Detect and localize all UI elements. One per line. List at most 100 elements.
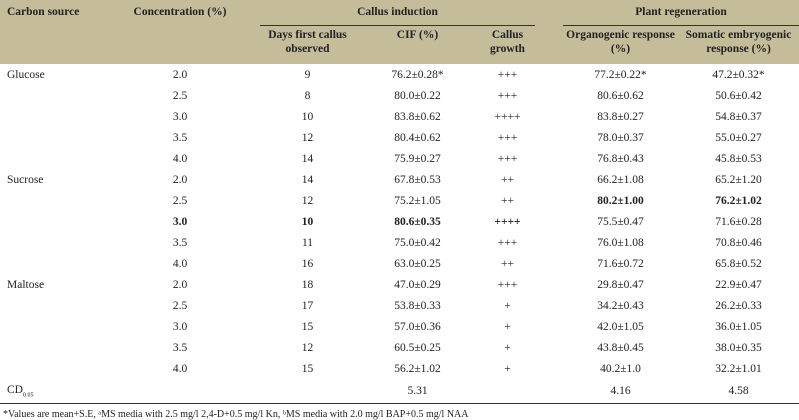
- cell-conc: 3.5: [172, 131, 188, 144]
- cell-org: 77.2±0.22*: [594, 68, 647, 81]
- cell-cif: 75.9±0.27: [394, 152, 441, 165]
- cell-som: 54.8±0.37: [715, 110, 762, 123]
- cell-som: 47.2±0.32*: [712, 68, 765, 81]
- cell-days: 12: [301, 341, 314, 354]
- header-concentration: Concentration (%): [100, 0, 260, 64]
- cd-som: 4.58: [678, 379, 799, 404]
- cell-cif: 60.5±0.25: [394, 341, 441, 354]
- cell-cif: 53.8±0.33: [394, 299, 441, 312]
- cd-row: CD0.05 5.31 4.16 4.58: [0, 379, 799, 404]
- cell-org: 76.0±1.08: [597, 236, 644, 249]
- header-callus-induction: Callus induction: [260, 0, 535, 26]
- table-row: Sucrose 2.0 14 67.8±0.53 ++ 66.2±1.08 65.2±1.2…: [0, 169, 799, 190]
- cell-source: Glucose: [7, 68, 45, 81]
- cell-days: 17: [301, 299, 314, 312]
- cell-org: 80.6±0.62: [597, 89, 644, 102]
- cell-growth: +++: [497, 236, 518, 249]
- cell-org: 76.8±0.43: [597, 152, 644, 165]
- cell-source: [0, 127, 100, 148]
- table-row: Maltose 2.0 18 47.0±0.29 +++ 29.8±0.47 22.9±0.…: [0, 274, 799, 295]
- cell-growth: +: [504, 320, 511, 333]
- cell-som: 50.6±0.42: [715, 89, 762, 102]
- cell-days: 10: [301, 215, 314, 228]
- cell-growth: +: [504, 341, 511, 354]
- cell-days: 8: [304, 89, 311, 102]
- cell-org: 43.8±0.45: [597, 341, 644, 354]
- cell-source: [0, 253, 100, 274]
- cd-label: CD0.05: [0, 379, 100, 404]
- cell-days: 12: [301, 194, 314, 207]
- table-row: 3.0 15 57.0±0.36 +42.0±1.05 36.0±1.05: [0, 316, 799, 337]
- cell-conc: 2.0: [172, 278, 188, 291]
- cell-source: [0, 211, 100, 232]
- cell-source: [0, 190, 100, 211]
- cell-source: Maltose: [7, 278, 45, 291]
- cell-source: [0, 148, 100, 169]
- cell-cif: 63.0±0.25: [394, 257, 441, 270]
- cell-som: 70.8±0.46: [715, 236, 762, 249]
- cell-source: [0, 358, 100, 379]
- cell-conc: 2.5: [172, 194, 188, 207]
- table-row: 4.0 14 75.9±0.27 +++ 76.8±0.43 45.8±0.53: [0, 148, 799, 169]
- cell-org: 83.8±0.27: [597, 110, 644, 123]
- cell-days: 14: [301, 152, 314, 165]
- cell-conc: 3.0: [172, 320, 188, 333]
- cell-org: 34.2±0.43: [597, 299, 644, 312]
- header-cif: CIF (%): [355, 25, 480, 64]
- cell-som: 22.9±0.47: [715, 278, 762, 291]
- cell-cif: 75.0±0.42: [394, 236, 441, 249]
- cell-conc: 3.5: [172, 236, 188, 249]
- table-row: 3.5 12 80.4±0.62 +++ 78.0±0.37 55.0±0.27: [0, 127, 799, 148]
- table-row: 4.0 15 56.2±1.02 +40.2±1.0 32.2±1.01: [0, 358, 799, 379]
- cell-growth: ++: [501, 173, 514, 186]
- cell-conc: 2.5: [172, 89, 188, 102]
- cell-conc: 4.0: [172, 152, 188, 165]
- cell-growth: +++: [497, 131, 518, 144]
- cell-cif: 67.8±0.53: [394, 173, 441, 186]
- cell-cif: 57.0±0.36: [394, 320, 441, 333]
- cd-org: 4.16: [563, 379, 678, 404]
- cell-som: 32.2±1.01: [715, 362, 762, 375]
- cell-conc: 2.5: [172, 299, 188, 312]
- cell-cif: 47.0±0.29: [394, 278, 441, 291]
- cell-cif: 80.6±0.35: [394, 215, 441, 228]
- cell-conc: 3.0: [172, 215, 188, 228]
- cell-som: 65.2±1.20: [715, 173, 762, 186]
- cell-days: 11: [301, 236, 314, 249]
- cell-som: 45.8±0.53: [715, 152, 762, 165]
- cell-org: 75.5±0.47: [597, 215, 644, 228]
- cell-source: [0, 316, 100, 337]
- cell-days: 9: [304, 68, 311, 81]
- header-carbon-source: Carbon source: [0, 0, 100, 64]
- cell-som: 26.2±0.33: [715, 299, 762, 312]
- cell-growth: +++: [497, 152, 518, 165]
- cell-som: 55.0±0.27: [715, 131, 762, 144]
- table-row: 2.5 17 53.8±0.33 +34.2±0.43 26.2±0.33: [0, 295, 799, 316]
- cell-days: 12: [301, 131, 314, 144]
- table-row: 2.5 8 80.0±0.22 +++ 80.6±0.62 50.6±0.42: [0, 85, 799, 106]
- header-days-first-callus: Days first callus observed: [260, 25, 355, 64]
- cell-growth: ++++: [494, 110, 521, 123]
- cell-source: [0, 106, 100, 127]
- table-row: 3.5 11 75.0±0.42 +++ 76.0±1.08 70.8±0.46: [0, 232, 799, 253]
- table-row: 4.0 16 63.0±0.25 ++ 71.6±0.72 65.8±0.52: [0, 253, 799, 274]
- cell-growth: ++: [501, 257, 514, 270]
- cell-org: 42.0±1.05: [597, 320, 644, 333]
- header-somatic: Somatic embryogenic response (%): [678, 25, 799, 64]
- cell-source: [0, 232, 100, 253]
- header-organogenic: Organogenic response (%): [563, 25, 678, 64]
- cell-days: 16: [301, 257, 314, 270]
- cd-cif: 5.31: [355, 379, 480, 404]
- cell-source: Sucrose: [7, 173, 44, 186]
- cell-cif: 75.2±1.05: [394, 194, 441, 207]
- cell-source: [0, 85, 100, 106]
- cell-som: 76.2±1.02: [715, 194, 762, 207]
- cell-conc: 2.0: [172, 173, 188, 186]
- cell-org: 80.2±1.00: [597, 194, 644, 207]
- cell-org: 29.8±0.47: [597, 278, 644, 291]
- cell-growth: +++: [497, 278, 518, 291]
- cell-days: 15: [301, 320, 314, 333]
- cell-org: 71.6±0.72: [597, 257, 644, 270]
- cell-days: 10: [301, 110, 314, 123]
- table-row: 3.0 10 83.8±0.62 ++++ 83.8±0.27 54.8±0.37: [0, 106, 799, 127]
